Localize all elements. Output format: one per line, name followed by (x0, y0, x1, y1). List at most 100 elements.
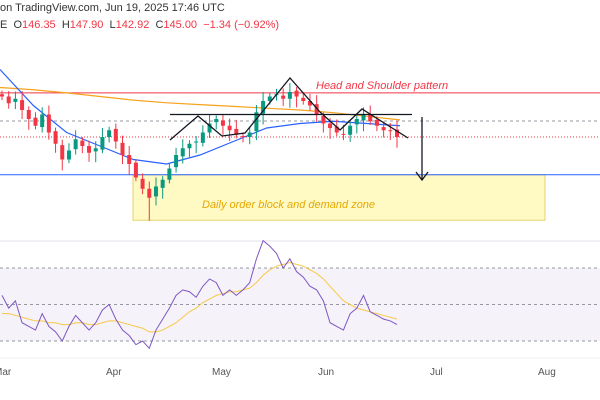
candle-body (348, 125, 353, 135)
candle (301, 92, 306, 105)
x-tick-label: Jun (318, 367, 334, 378)
candle (160, 176, 165, 199)
arrow-head-icon (415, 171, 429, 182)
candle-body (220, 120, 225, 126)
candle (20, 91, 25, 119)
candle (234, 119, 239, 139)
candle (87, 140, 92, 162)
candle-body (167, 168, 172, 180)
candle (180, 139, 185, 164)
candle (6, 91, 11, 109)
candle (60, 139, 65, 171)
candle (227, 118, 232, 142)
candle-body (20, 100, 25, 110)
candle-body (187, 143, 192, 149)
x-tick-label: Apr (106, 367, 122, 378)
candle (167, 163, 172, 184)
candle-body (301, 97, 306, 101)
candle (361, 107, 366, 132)
candle (247, 127, 252, 145)
candle (194, 136, 199, 154)
chart-source-caption: on TradingView.com, Jun 19, 2025 17:46 U… (0, 2, 225, 14)
candle-body (194, 141, 199, 143)
candle-body (180, 148, 185, 157)
candle-body (281, 95, 286, 99)
candle (140, 173, 145, 195)
candle-body (0, 94, 4, 97)
candle (107, 126, 112, 143)
candle (153, 177, 158, 206)
candle (133, 159, 138, 182)
high-label: H (61, 19, 70, 31)
candle (381, 121, 386, 138)
candle-body (140, 178, 145, 189)
rsi-ma-line (2, 262, 398, 333)
candle (368, 105, 373, 125)
candle-body (307, 101, 312, 106)
candle-body (6, 96, 11, 104)
candle-body (107, 130, 112, 137)
candle-body (294, 90, 299, 97)
candle-body (374, 119, 379, 126)
ohlc-legend: E O146.35 H147.90 L142.92 C145.00 −1.34 … (0, 19, 279, 31)
rsi-line (1, 239, 398, 350)
candle (287, 83, 292, 108)
x-tick-label: Mar (0, 367, 12, 378)
close-value: 145.00 (163, 19, 198, 31)
head-shoulders-drawing[interactable] (169, 76, 409, 141)
open-label: O (13, 19, 23, 31)
candle (120, 135, 125, 164)
candle-body (287, 92, 292, 99)
candle-body (267, 96, 272, 101)
candle-body (395, 129, 399, 137)
candle-body (381, 127, 386, 131)
candle-body (314, 104, 319, 115)
candle (254, 105, 259, 141)
candle-body (328, 123, 333, 128)
candle-body (341, 133, 346, 135)
candle-body (334, 126, 339, 133)
candle-body (321, 115, 326, 124)
candle-body (133, 162, 138, 178)
candle-body (361, 114, 366, 121)
candle-body (113, 128, 118, 142)
candle (354, 113, 359, 134)
x-tick-label: May (212, 367, 231, 378)
candle (33, 112, 38, 130)
candle (73, 130, 78, 155)
low-value: 142.92 (115, 19, 150, 31)
candle (13, 91, 18, 110)
candle (113, 123, 118, 149)
candle (66, 143, 71, 164)
candle-body (127, 155, 132, 164)
candle-body (40, 114, 45, 128)
candle-body (174, 155, 179, 168)
candle (174, 147, 179, 173)
candle (100, 128, 105, 154)
candle-body (120, 142, 125, 155)
high-value: 147.90 (69, 19, 104, 31)
candle-body (160, 179, 165, 188)
candle (93, 141, 98, 163)
candle-body (46, 114, 51, 133)
candle-body (214, 119, 219, 123)
candle-body (60, 145, 65, 160)
candle-body (247, 132, 252, 137)
candle (348, 122, 353, 142)
candle-body (33, 117, 38, 126)
symbol-suffix: E (0, 19, 8, 31)
candle-body (241, 136, 246, 138)
demand-zone-box[interactable] (132, 174, 546, 221)
candle-body (147, 188, 152, 198)
change-value: −1.34 (−0.92%) (203, 19, 280, 31)
candle-body (254, 112, 259, 132)
candle-body (227, 125, 232, 131)
candle-body (388, 130, 393, 132)
close-label: C (155, 19, 164, 31)
candle (80, 137, 85, 154)
candle (307, 93, 312, 111)
x-tick-label: Aug (538, 367, 556, 378)
candle-body (200, 132, 205, 143)
candle (241, 132, 246, 143)
